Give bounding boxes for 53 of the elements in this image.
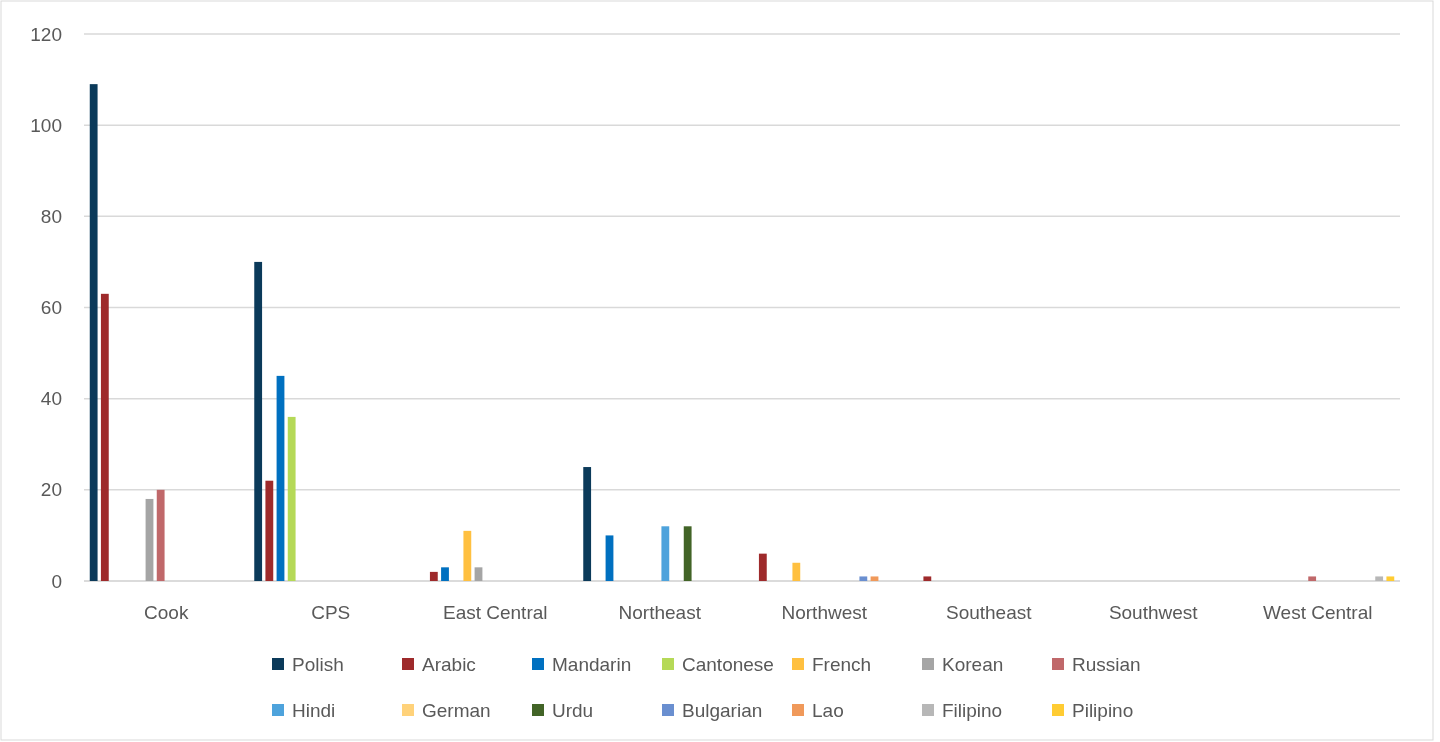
y-tick-label: 60	[40, 297, 62, 319]
x-tick-label: Northeast	[618, 601, 702, 623]
bar	[870, 576, 879, 581]
bar	[156, 489, 165, 581]
bar	[758, 553, 767, 581]
legend-label: Hindi	[292, 699, 336, 721]
bar	[89, 84, 98, 581]
legend-label: Lao	[812, 699, 844, 721]
bar	[683, 526, 692, 581]
bar	[792, 562, 801, 581]
legend-label: Pilipino	[1072, 699, 1134, 721]
legend-label: Korean	[942, 653, 1004, 675]
x-tick-label: Southeast	[945, 601, 1033, 623]
x-tick-label: Cook	[144, 601, 189, 623]
legend-label: Polish	[292, 653, 344, 675]
y-tick-label: 0	[51, 570, 62, 592]
x-tick-label: Southwest	[1108, 601, 1199, 623]
bar	[1308, 576, 1317, 581]
legend-label: Bulgarian	[682, 699, 763, 721]
bar	[605, 535, 614, 581]
bar	[1386, 576, 1395, 581]
bar	[1375, 576, 1384, 581]
bar	[429, 571, 438, 581]
bar	[859, 576, 868, 581]
legend-label: Cantonese	[682, 653, 774, 675]
legend-label: French	[812, 653, 872, 675]
bar	[583, 467, 592, 581]
bar	[923, 576, 932, 581]
bar	[441, 567, 449, 581]
x-tick-label: CPS	[311, 601, 351, 623]
legend-label: Mandarin	[552, 653, 632, 675]
legend-label: Russian	[1072, 653, 1141, 675]
y-tick-label: 120	[30, 23, 62, 45]
bar	[254, 261, 263, 581]
y-tick-label: 40	[40, 388, 62, 410]
legend-label: German	[422, 699, 491, 721]
bar	[287, 416, 296, 581]
legend-label: Filipino	[942, 699, 1003, 721]
y-tick-label: 80	[40, 205, 62, 227]
bar	[265, 480, 274, 581]
x-tick-label: Northwest	[781, 601, 868, 623]
x-tick-label: East Central	[442, 601, 548, 623]
y-tick-label: 20	[40, 479, 62, 501]
bar	[100, 293, 109, 581]
bar	[276, 375, 285, 581]
bar	[474, 567, 483, 581]
y-tick-label: 100	[30, 114, 62, 136]
bar	[145, 498, 154, 581]
x-tick-label: West Central	[1263, 601, 1373, 623]
legend-label: Urdu	[552, 699, 594, 721]
bar	[661, 526, 670, 581]
legend-label: Arabic	[422, 653, 476, 675]
bar	[463, 530, 472, 581]
